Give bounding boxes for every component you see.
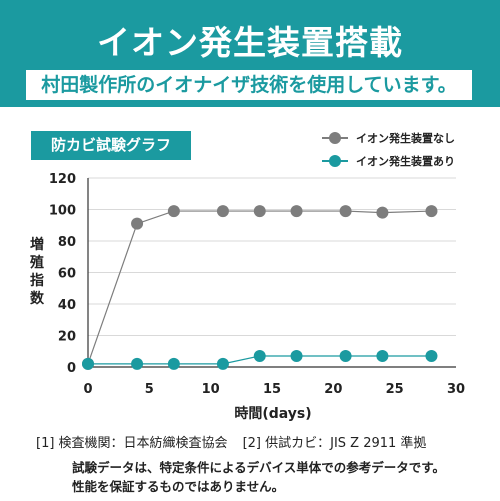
line-chart: 0 20 40 60 80 100 120 0 5 10 15 20 25 30	[49, 172, 465, 397]
data-point-series-1	[216, 357, 229, 370]
legend-label-with-ion: イオン発生装置あり	[356, 155, 455, 168]
x-tick-label: 10	[202, 382, 220, 397]
x-tick-label: 30	[447, 382, 465, 397]
data-point-series-1	[167, 357, 180, 370]
legend-item-with-ion: イオン発生装置あり	[322, 151, 455, 171]
x-tick-label: 5	[145, 382, 154, 397]
data-point-series-1	[253, 349, 266, 362]
header-banner: イオン発生装置搭載 村田製作所のイオナイザ技術を使用しています。	[0, 0, 500, 107]
data-point-series-0	[167, 205, 180, 218]
chart-legend: イオン発生装置なし イオン発生装置あり	[322, 128, 455, 174]
y-tick-label: 120	[49, 172, 76, 187]
data-point-series-0	[131, 217, 144, 230]
x-axis-label: 時間(days)	[234, 406, 312, 422]
footnote-note-1: 試験データは、特定条件によるデバイス単体での参考データです。	[72, 460, 446, 475]
legend-swatch-gray	[322, 132, 348, 144]
y-axis-label: 増殖指数	[30, 237, 44, 307]
data-point-series-1	[131, 357, 144, 370]
data-point-series-1	[376, 349, 389, 362]
x-tick-label: 20	[324, 382, 342, 397]
x-tick-label: 25	[386, 382, 404, 397]
x-tick-label: 15	[263, 382, 281, 397]
data-point-series-1	[82, 357, 94, 370]
y-tick-label: 20	[58, 330, 76, 345]
legend-item-without-ion: イオン発生装置なし	[322, 128, 455, 148]
y-tick-label: 80	[58, 235, 76, 250]
data-point-series-1	[290, 349, 303, 362]
y-tick-label: 60	[58, 267, 76, 282]
x-tick-label: 0	[83, 382, 92, 397]
y-tick-label: 0	[67, 361, 76, 376]
chart-title-label: 防カビ試験グラフ	[31, 131, 191, 160]
y-tick-label: 40	[58, 298, 76, 313]
data-point-series-0	[376, 206, 389, 219]
data-point-series-0	[290, 205, 303, 218]
data-point-series-1	[339, 349, 352, 362]
data-point-series-1	[425, 349, 438, 362]
footnote-note-2: 性能を保証するものではありません。	[72, 479, 285, 494]
data-point-series-0	[216, 205, 229, 218]
data-point-series-0	[339, 205, 352, 218]
y-tick-label: 100	[49, 204, 76, 219]
data-point-series-0	[425, 205, 438, 218]
series-line-0	[87, 210, 432, 365]
legend-swatch-teal	[322, 155, 348, 167]
legend-label-without-ion: イオン発生装置なし	[356, 132, 455, 145]
footnotes: [1] 検査機関：日本紡織検査協会 [2] 供試カビ：JIS Z 2911 準拠	[36, 432, 426, 451]
footnote-ref-1: [1] 検査機関：日本紡織検査協会	[36, 436, 228, 451]
footnote-ref-2: [2] 供試カビ：JIS Z 2911 準拠	[242, 436, 427, 451]
banner-title: イオン発生装置搭載	[97, 23, 403, 62]
banner-subtitle: 村田製作所のイオナイザ技術を使用しています。	[26, 70, 472, 100]
data-point-series-0	[253, 205, 266, 218]
